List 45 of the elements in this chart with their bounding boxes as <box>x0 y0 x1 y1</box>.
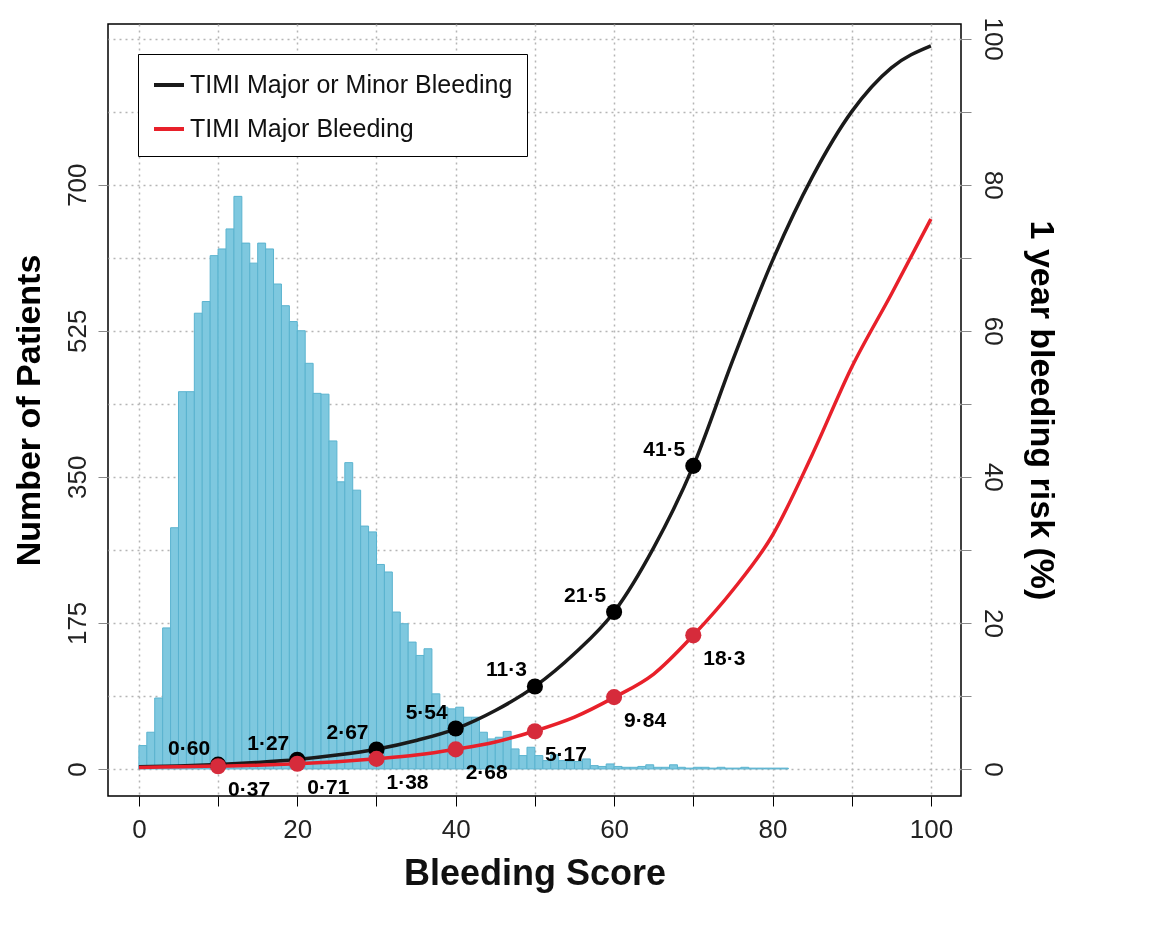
data-label: 2·67 <box>326 720 369 744</box>
y2-tick-label: 40 <box>978 462 1009 492</box>
x-axis-title: Bleeding Score <box>403 851 667 893</box>
y2-tick-label: 20 <box>978 608 1009 638</box>
x-tick-label: 80 <box>758 813 788 844</box>
data-label: 11·3 <box>486 657 527 681</box>
data-label: 5·17 <box>544 742 587 766</box>
x-tick-label: 0 <box>132 813 147 844</box>
point <box>368 750 385 767</box>
y-tick-label: 525 <box>61 309 92 353</box>
x-tick-label: 40 <box>441 813 471 844</box>
y-tick-label: 0 <box>61 762 92 777</box>
data-label: 0·37 <box>228 777 271 801</box>
point <box>685 627 702 644</box>
point <box>289 755 306 772</box>
data-label: 41·5 <box>643 436 686 460</box>
y2-tick-label: 100 <box>978 17 1009 61</box>
point <box>526 723 543 740</box>
data-label: 0·60 <box>168 735 211 759</box>
x-tick-label: 100 <box>909 813 954 844</box>
legend-label: TIMI Major or Minor Bleeding <box>190 70 513 98</box>
point <box>526 678 543 695</box>
data-label: 18·3 <box>703 646 746 670</box>
data-label: 21·5 <box>564 582 607 606</box>
point <box>447 720 464 737</box>
y-tick-label: 700 <box>61 163 92 207</box>
data-label: 5·54 <box>405 699 449 723</box>
legend-label: TIMI Major Bleeding <box>190 114 414 142</box>
x-tick-label: 20 <box>283 813 313 844</box>
point <box>685 457 702 474</box>
data-label: 9·84 <box>624 708 667 732</box>
y2-tick-label: 0 <box>978 762 1009 777</box>
data-label: 1·27 <box>247 730 290 754</box>
y-tick-label: 350 <box>61 455 92 500</box>
data-label: 1·38 <box>386 769 429 793</box>
point <box>447 741 464 758</box>
y-tick-label: 175 <box>61 601 92 646</box>
y2-tick-label: 60 <box>978 316 1009 346</box>
data-label: 0·71 <box>307 774 350 798</box>
x-tick-label: 60 <box>600 813 630 844</box>
point <box>606 689 623 706</box>
y2-tick-label: 80 <box>978 170 1009 200</box>
point <box>606 603 623 620</box>
y2-axis-title: 1 year bleeding risk (%) <box>1023 220 1062 601</box>
y-axis-title: Number of Patients <box>8 254 47 567</box>
